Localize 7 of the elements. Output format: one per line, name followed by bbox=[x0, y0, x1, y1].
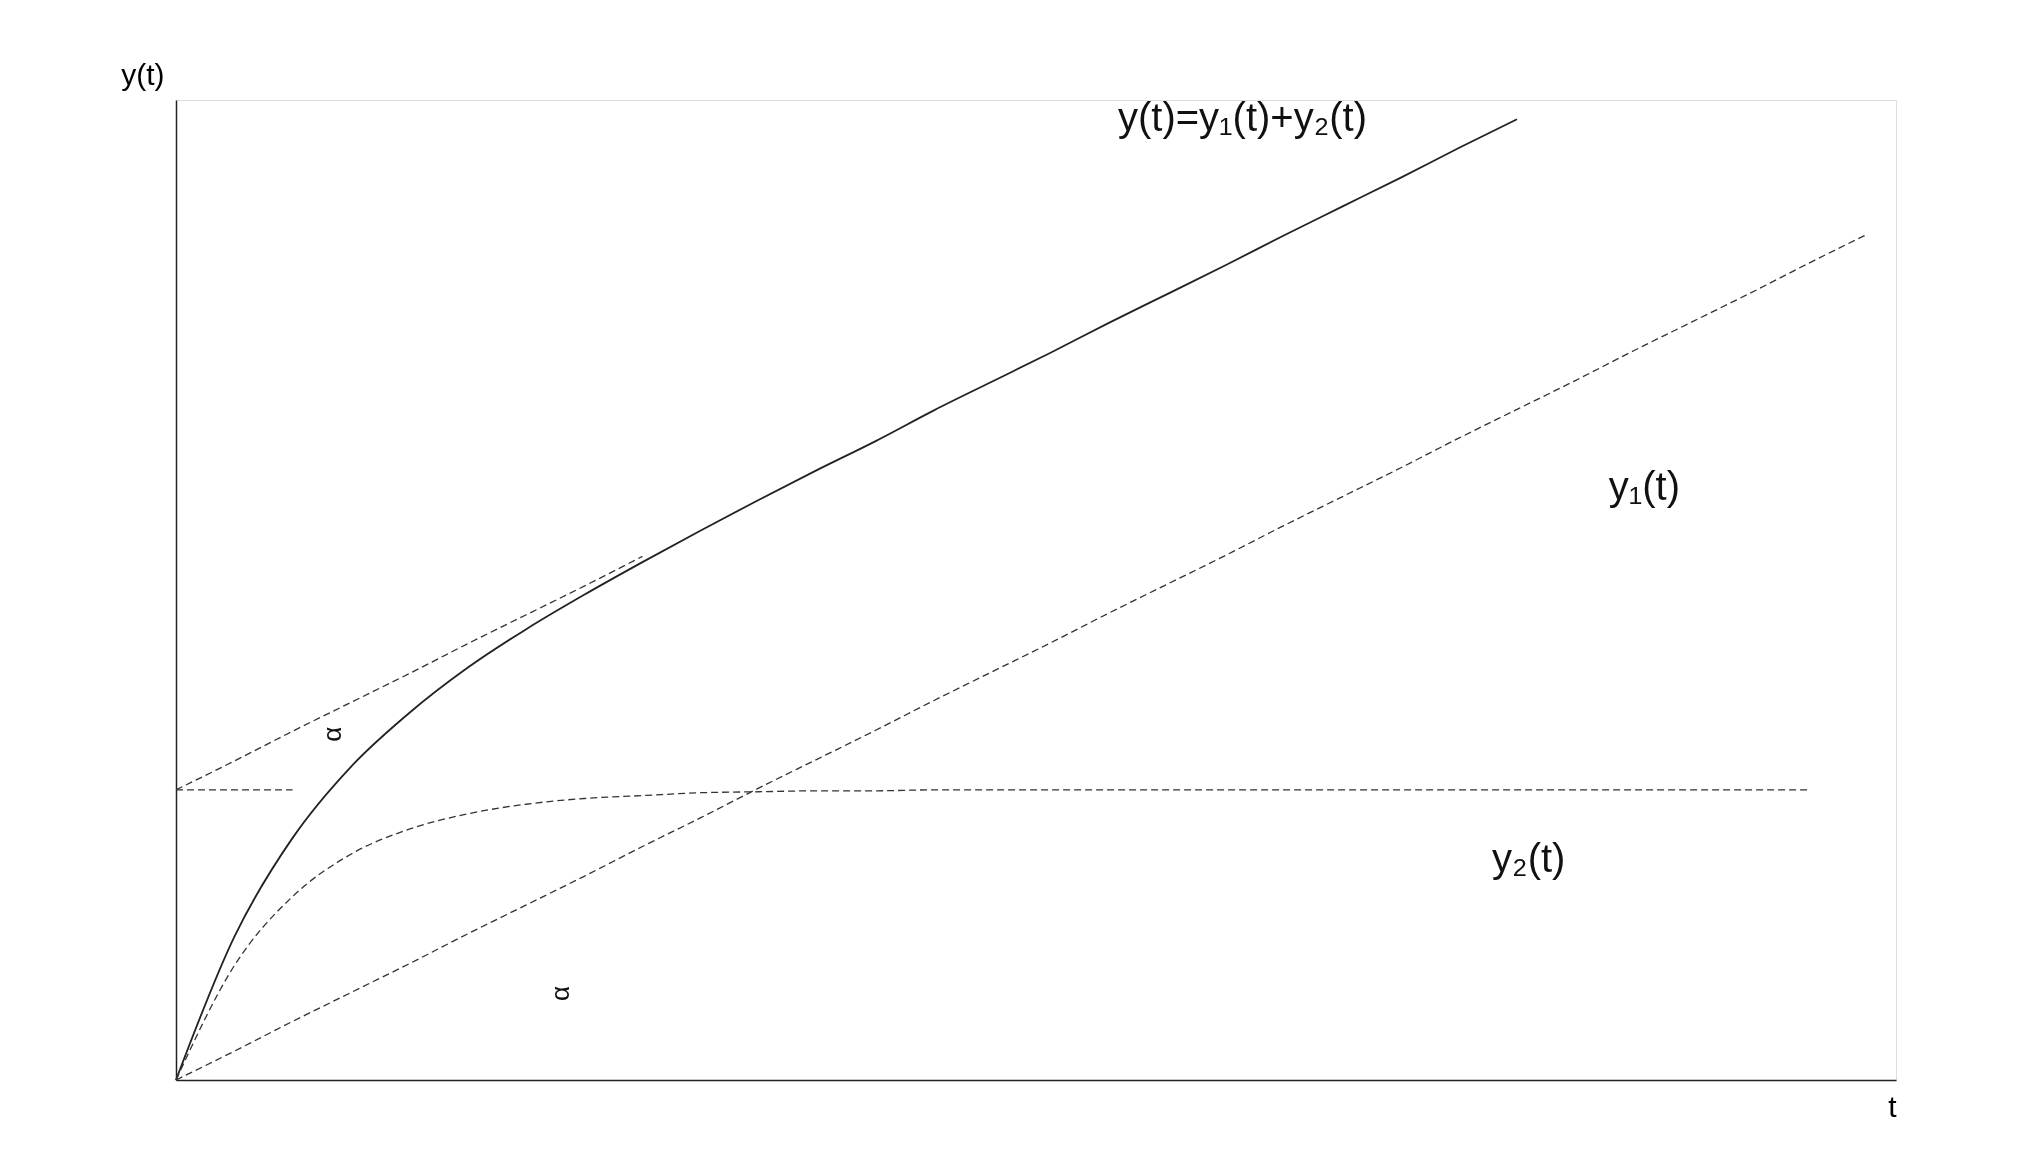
x-axis-title: t bbox=[1888, 1089, 1898, 1123]
series-label: y(t)=y₁(t)+y₂(t) bbox=[1118, 95, 1368, 140]
annotation: α bbox=[544, 986, 575, 1002]
text: y₁(t) bbox=[1608, 464, 1680, 509]
y-axis-title: y(t) bbox=[121, 57, 165, 91]
annotation: α bbox=[317, 726, 348, 742]
series-label: y₂(t) bbox=[1492, 835, 1566, 880]
